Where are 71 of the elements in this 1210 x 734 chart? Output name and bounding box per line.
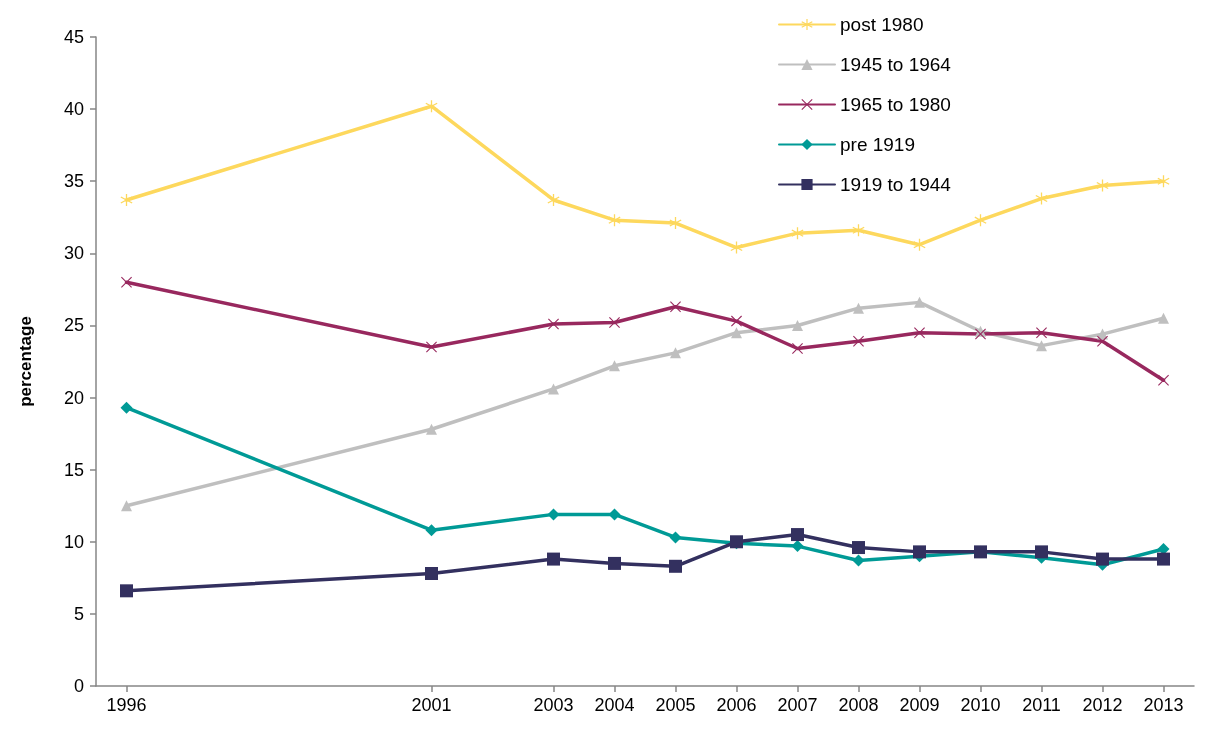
- point: [1035, 192, 1048, 205]
- x-tick-label: 2006: [716, 695, 757, 715]
- point: [1096, 179, 1109, 192]
- point: [425, 100, 438, 113]
- point: [608, 556, 621, 570]
- y-tick-label: 20: [63, 387, 84, 408]
- point: [1157, 552, 1170, 566]
- y-tick-label: 25: [63, 315, 84, 336]
- x-tick-label: 2005: [655, 695, 696, 715]
- x-tick-label: 2001: [411, 695, 452, 715]
- point: [730, 241, 743, 254]
- point: [852, 541, 865, 555]
- x-tick-label: 2003: [533, 695, 574, 715]
- x-tick-label: 1996: [106, 695, 147, 715]
- point: [120, 401, 133, 414]
- point: [853, 302, 864, 314]
- legend-label: pre 1919: [840, 134, 916, 155]
- y-tick-label: 35: [63, 171, 84, 192]
- y-tick-label: 10: [63, 531, 84, 552]
- x-tick-label: 2012: [1082, 695, 1123, 715]
- point: [609, 360, 620, 372]
- point: [1158, 312, 1169, 324]
- point: [425, 524, 438, 537]
- point: [731, 315, 742, 327]
- point: [426, 423, 437, 435]
- legend-label: 1965 to 1980: [840, 94, 951, 115]
- x-tick-label: 2007: [777, 695, 818, 715]
- point: [425, 567, 438, 581]
- point: [547, 552, 560, 566]
- x-tick-label: 2010: [960, 695, 1001, 715]
- y-tick-label: 45: [63, 27, 84, 47]
- point: [913, 545, 926, 559]
- point: [547, 193, 560, 206]
- x-tick-label: 2011: [1022, 695, 1061, 715]
- point: [914, 296, 925, 308]
- point: [548, 383, 559, 395]
- point: [852, 554, 865, 567]
- point: [731, 327, 742, 339]
- y-tick-label: 0: [73, 676, 84, 696]
- point: [792, 319, 803, 331]
- point: [669, 559, 682, 573]
- point: [1096, 552, 1109, 566]
- point: [669, 531, 682, 544]
- y-tick-label: 5: [73, 603, 84, 624]
- point: [791, 528, 804, 542]
- point: [1158, 374, 1169, 386]
- y-axis-title: percentage: [16, 316, 35, 407]
- point: [669, 217, 682, 230]
- point: [1097, 328, 1108, 340]
- x-tick-label: 2008: [838, 695, 879, 715]
- point: [120, 193, 133, 206]
- point: [548, 318, 559, 330]
- y-tick-label: 30: [63, 243, 84, 264]
- x-tick-label: 2004: [594, 695, 635, 715]
- point: [426, 341, 437, 353]
- point: [121, 500, 132, 512]
- point: [913, 238, 926, 251]
- point: [121, 276, 132, 288]
- legend-label: 1919 to 1944: [840, 174, 952, 195]
- y-tick-label: 15: [63, 459, 84, 480]
- x-tick-label: 2009: [899, 695, 940, 715]
- y-tick-label: 40: [63, 99, 84, 120]
- point: [120, 584, 133, 598]
- point: [791, 540, 804, 553]
- point: [1035, 545, 1048, 559]
- legend-label: 1945 to 1964: [840, 54, 952, 75]
- point: [670, 347, 681, 359]
- legend-label: post 1980: [840, 14, 924, 35]
- x-tick-label: 2013: [1143, 695, 1184, 715]
- point: [1036, 340, 1047, 352]
- point: [1157, 175, 1170, 188]
